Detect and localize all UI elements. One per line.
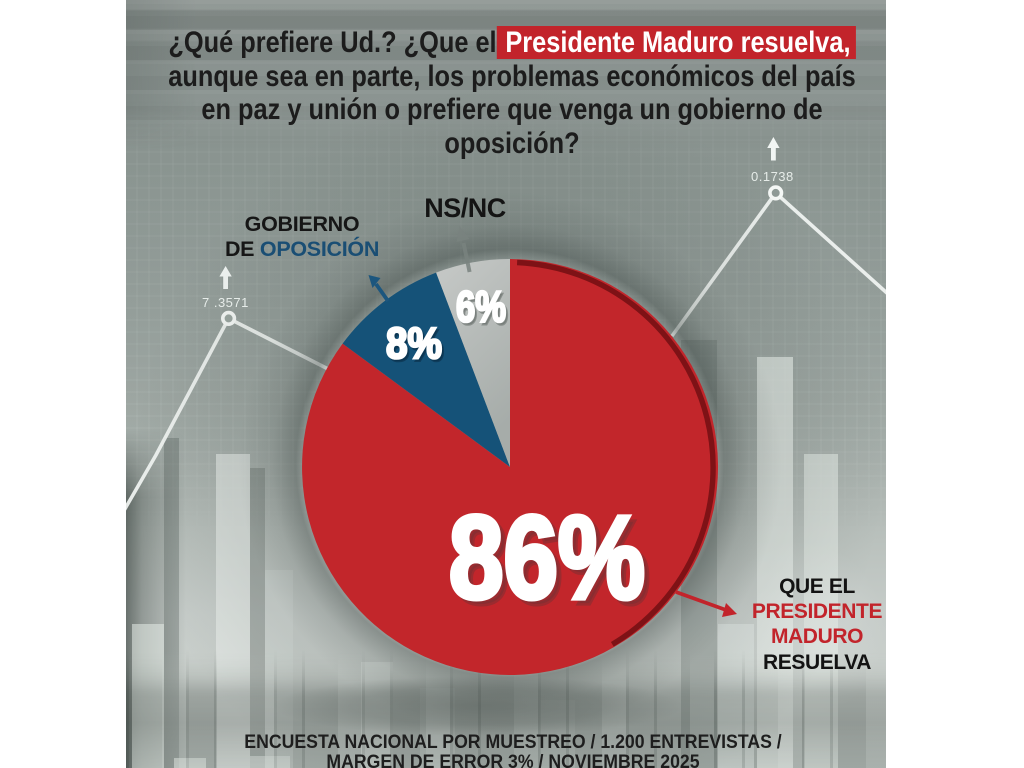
svg-text:86%: 86% xyxy=(454,497,650,629)
svg-text:8%: 8% xyxy=(388,322,444,371)
svg-text:6%: 6% xyxy=(458,285,508,334)
svg-text:8%: 8% xyxy=(386,319,442,368)
svg-text:6%: 6% xyxy=(456,283,506,332)
svg-text:86%: 86% xyxy=(449,492,645,624)
